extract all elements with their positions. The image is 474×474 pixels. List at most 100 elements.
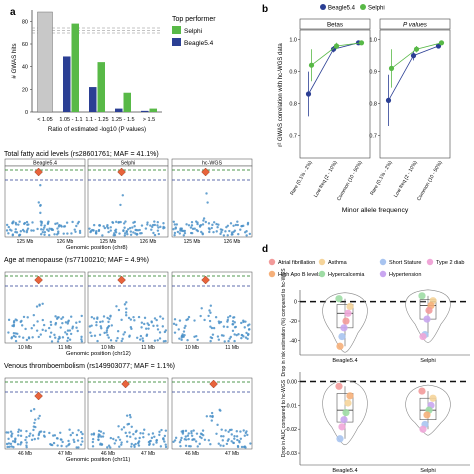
snp-point bbox=[73, 440, 76, 444]
snp-point bbox=[39, 211, 42, 215]
snp-point bbox=[19, 230, 23, 233]
snp-point bbox=[217, 442, 220, 445]
trait-point bbox=[336, 342, 344, 350]
snp-point bbox=[179, 444, 182, 448]
snp-point bbox=[42, 434, 46, 437]
snp-point bbox=[60, 438, 63, 441]
snp-point bbox=[207, 222, 211, 225]
snp-point bbox=[184, 435, 187, 438]
snp-point bbox=[19, 434, 23, 438]
snp-point bbox=[66, 329, 70, 332]
snp-point bbox=[117, 425, 120, 428]
snp-point bbox=[201, 223, 205, 226]
snp-point bbox=[95, 323, 98, 327]
snp-point bbox=[208, 228, 211, 231]
snp-point bbox=[113, 233, 117, 237]
snp-point bbox=[125, 314, 128, 317]
snp-point bbox=[162, 437, 165, 440]
snp-point bbox=[158, 430, 161, 434]
facet-title: Betas bbox=[327, 22, 343, 29]
snp-point bbox=[214, 316, 218, 319]
snp-point bbox=[229, 222, 233, 225]
snp-point bbox=[150, 436, 154, 440]
snp-point bbox=[10, 229, 13, 232]
snp-point bbox=[126, 423, 129, 426]
snp-point bbox=[246, 337, 249, 340]
snp-point bbox=[179, 439, 183, 442]
y-axis-title: Drop in AUC compared to hc-WGS bbox=[281, 379, 287, 457]
snp-point bbox=[106, 226, 110, 230]
snp-point bbox=[158, 331, 162, 334]
x-tick-label: 46 Mb bbox=[101, 451, 115, 457]
snp-point bbox=[243, 434, 246, 437]
snp-point bbox=[228, 314, 232, 318]
x-tick-label: 10 Mb bbox=[18, 345, 32, 351]
snp-point bbox=[233, 434, 236, 438]
snp-point bbox=[15, 231, 19, 234]
snp-point bbox=[61, 316, 65, 319]
snp-point bbox=[64, 321, 68, 324]
snp-point bbox=[10, 337, 13, 340]
snp-point bbox=[112, 437, 115, 441]
snp-point bbox=[224, 230, 227, 233]
legend-label: High Apo B levels bbox=[278, 272, 321, 278]
snp-point bbox=[172, 440, 175, 444]
snp-point bbox=[205, 415, 209, 418]
snp-point bbox=[141, 432, 145, 435]
snp-point bbox=[153, 317, 157, 320]
snp-point bbox=[187, 432, 190, 435]
snp-point bbox=[195, 432, 199, 435]
violin-beagle54 bbox=[322, 380, 368, 446]
snp-point bbox=[80, 314, 83, 318]
violin-beagle54 bbox=[322, 292, 368, 353]
snp-point bbox=[143, 316, 147, 320]
snp-point bbox=[106, 327, 109, 330]
trait-point bbox=[342, 317, 350, 325]
snp-point bbox=[141, 339, 145, 343]
lead-snp-marker bbox=[209, 379, 218, 389]
snp-point bbox=[222, 325, 226, 328]
snp-point bbox=[12, 323, 16, 327]
snp-point bbox=[100, 443, 104, 446]
snp-point bbox=[36, 320, 39, 323]
snp-point bbox=[39, 333, 42, 336]
snp-point bbox=[73, 228, 76, 231]
snp-point bbox=[186, 338, 189, 342]
snp-point bbox=[172, 322, 176, 326]
snp-point bbox=[150, 321, 153, 324]
snp-point bbox=[39, 430, 43, 433]
snp-point bbox=[97, 429, 101, 433]
snp-point bbox=[56, 227, 59, 230]
snp-point bbox=[75, 433, 79, 437]
snp-point bbox=[14, 228, 17, 231]
y-tick-label: 1.0 bbox=[289, 38, 297, 44]
legend-swatch-selphi bbox=[172, 26, 181, 34]
trait-point bbox=[338, 423, 346, 431]
panel-manhattan-plots: Total fatty acid levels (rs28601761; MAF… bbox=[4, 151, 253, 463]
facet-frame-0 bbox=[299, 29, 371, 159]
snp-point bbox=[216, 423, 219, 427]
snp-point bbox=[59, 326, 62, 329]
snp-point bbox=[186, 434, 190, 437]
snp-point bbox=[212, 326, 216, 330]
snp-point bbox=[68, 338, 72, 341]
snp-point bbox=[37, 335, 40, 339]
x-tick-label: 46 Mb bbox=[185, 451, 199, 457]
snp-point bbox=[230, 231, 234, 234]
snp-point bbox=[211, 223, 214, 227]
x-tick-label: Common (10 - 50%) bbox=[416, 160, 444, 202]
snp-point bbox=[92, 223, 96, 227]
snp-point bbox=[136, 336, 139, 339]
snp-point bbox=[15, 319, 18, 322]
snp-point bbox=[93, 334, 97, 337]
x-axis-title: Ratio of estimated -log10 (P values) bbox=[48, 126, 146, 133]
y-axis-title: # GWAS hits bbox=[11, 43, 18, 78]
snp-point bbox=[11, 233, 15, 236]
snp-point bbox=[172, 227, 175, 231]
lead-snp-marker bbox=[34, 391, 43, 401]
snp-point bbox=[66, 322, 69, 325]
bar-selphi-2 bbox=[97, 62, 105, 112]
snp-point bbox=[156, 224, 159, 227]
snp-point bbox=[90, 334, 93, 338]
snp-point bbox=[181, 429, 185, 433]
